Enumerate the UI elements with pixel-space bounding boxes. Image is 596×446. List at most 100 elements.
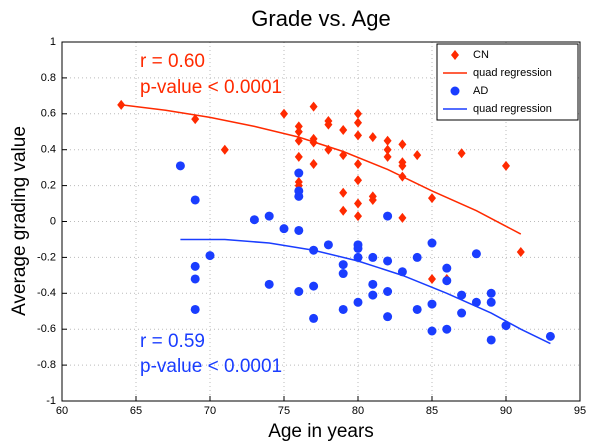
- diamond-marker: [398, 160, 407, 171]
- circle-marker: [486, 335, 496, 345]
- circle-marker: [353, 252, 363, 262]
- diamond-marker: [428, 193, 436, 204]
- diamond-marker: [294, 151, 303, 162]
- legend-marker: [450, 86, 460, 96]
- circle-marker: [368, 252, 378, 262]
- circle-marker: [427, 326, 437, 336]
- diamond-marker: [339, 187, 348, 198]
- legend-label: quad regression: [473, 103, 552, 115]
- legend-label: quad regression: [473, 67, 552, 79]
- annotation: p-value < 0.0001: [140, 356, 282, 377]
- y-tick-label: 0.6: [41, 108, 56, 120]
- diamond-marker: [383, 135, 392, 146]
- circle-marker: [294, 191, 304, 201]
- circle-marker: [368, 290, 378, 300]
- diamond-marker: [428, 273, 436, 284]
- y-tick-label: -1: [46, 395, 56, 407]
- x-tick-label: 60: [56, 405, 68, 417]
- annotation: r = 0.59: [140, 331, 205, 352]
- circle-marker: [249, 215, 259, 225]
- circle-marker: [190, 261, 200, 271]
- y-tick-label: -0.2: [37, 251, 56, 263]
- circle-marker: [486, 297, 496, 307]
- circle-marker: [294, 225, 304, 235]
- x-tick-label: 70: [204, 405, 216, 417]
- circle-marker: [412, 252, 422, 262]
- circle-marker: [471, 297, 481, 307]
- diamond-marker: [354, 108, 362, 119]
- y-tick-label: 0.4: [41, 144, 56, 156]
- y-tick-label: -0.8: [37, 359, 56, 371]
- x-tick-label: 90: [500, 405, 512, 417]
- circle-marker: [383, 312, 393, 322]
- circle-marker: [486, 288, 496, 298]
- diamond-marker: [280, 108, 288, 119]
- circle-marker: [309, 281, 319, 291]
- circle-marker: [412, 304, 422, 314]
- diamond-marker: [354, 117, 362, 128]
- diamond-marker: [368, 194, 377, 205]
- diamond-marker: [354, 175, 362, 186]
- circle-marker: [309, 313, 319, 323]
- y-tick-label: 0: [50, 215, 56, 227]
- circle-marker: [323, 240, 333, 250]
- legend-label: AD: [473, 85, 488, 97]
- diamond-marker: [339, 205, 348, 216]
- circle-marker: [457, 290, 467, 300]
- plot-frame: [61, 41, 581, 402]
- x-axis-label: Age in years: [268, 421, 374, 442]
- y-tick-label: -0.4: [37, 287, 56, 299]
- circle-marker: [545, 331, 555, 341]
- circle-marker: [457, 308, 467, 318]
- diamond-marker: [502, 160, 510, 171]
- circle-marker: [353, 243, 363, 253]
- circle-marker: [294, 168, 304, 178]
- circle-marker: [427, 238, 437, 248]
- circle-marker: [205, 251, 215, 261]
- diamond-marker: [324, 119, 333, 130]
- circle-marker: [383, 287, 393, 297]
- circle-marker: [338, 304, 348, 314]
- diamond-marker: [294, 121, 303, 132]
- diamond-marker: [383, 151, 392, 162]
- circle-marker: [338, 260, 348, 270]
- circle-marker: [190, 195, 200, 205]
- circle-marker: [264, 211, 274, 221]
- circle-marker: [353, 297, 363, 307]
- circle-marker: [442, 324, 452, 334]
- annotation: r = 0.60: [140, 51, 205, 72]
- circle-marker: [264, 279, 274, 289]
- x-tick-label: 95: [574, 405, 586, 417]
- diamond-marker: [294, 126, 303, 137]
- circle-marker: [279, 224, 289, 234]
- y-tick-label: 1: [50, 36, 56, 48]
- diamond-marker: [354, 159, 362, 170]
- legend-marker: [451, 50, 459, 60]
- y-tick-label: 0.8: [41, 72, 56, 84]
- annotation: p-value < 0.0001: [140, 77, 282, 98]
- diamond-marker: [354, 130, 362, 141]
- x-tick-label: 75: [278, 405, 290, 417]
- x-tick-label: 80: [352, 405, 364, 417]
- diamond-marker: [457, 148, 466, 159]
- circle-marker: [175, 161, 185, 171]
- legend-label: CN: [473, 49, 489, 61]
- circle-marker: [338, 269, 348, 279]
- circle-marker: [442, 263, 452, 273]
- chart-title: Grade vs. Age: [251, 6, 390, 31]
- circle-marker: [427, 299, 437, 309]
- diamond-marker: [339, 124, 348, 135]
- diamond-marker: [309, 159, 318, 170]
- circle-marker: [383, 256, 393, 266]
- diamond-marker: [368, 132, 377, 143]
- regression-line: [121, 104, 522, 235]
- diamond-marker: [354, 198, 362, 209]
- diamond-marker: [191, 114, 200, 125]
- y-axis-label: Average grading value: [9, 126, 30, 316]
- circle-marker: [190, 274, 200, 284]
- diamond-marker: [220, 144, 229, 155]
- circle-marker: [383, 211, 393, 221]
- x-tick-label: 65: [130, 405, 142, 417]
- diamond-marker: [398, 139, 407, 150]
